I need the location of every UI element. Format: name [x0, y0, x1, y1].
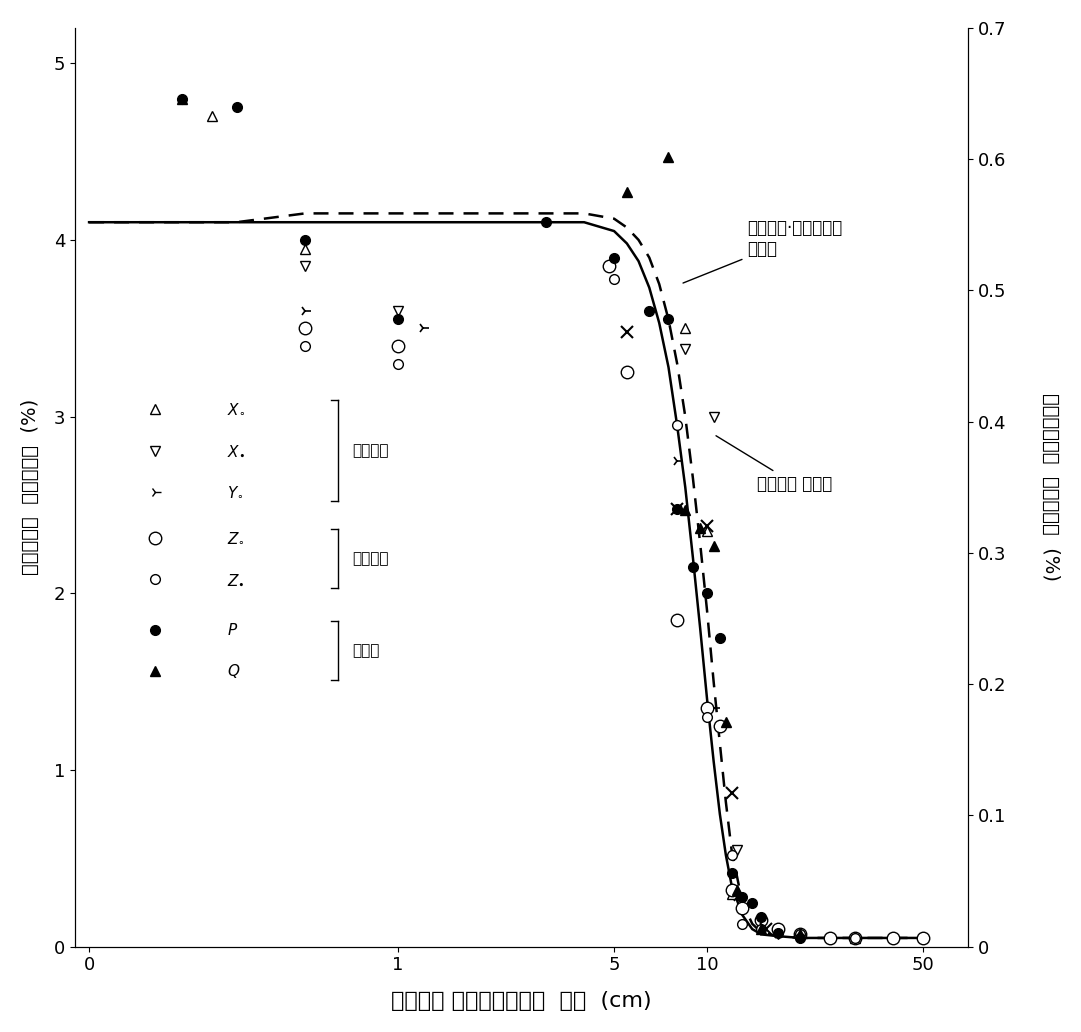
Y-axis label: 콘크리트량의  염소이온량  (%): 콘크리트량의 염소이온량 (%)	[1041, 393, 1060, 581]
Text: $Q$: $Q$	[227, 663, 240, 680]
Text: 수평방향: 수평방향	[351, 443, 388, 458]
Text: $X_{\bullet}$: $X_{\bullet}$	[227, 443, 244, 458]
Text: $Z_{\bullet}$: $Z_{\bullet}$	[227, 572, 244, 587]
Text: 수직방향: 수직방향	[351, 551, 388, 566]
Text: $Y_{\circ}$: $Y_{\circ}$	[227, 484, 243, 499]
Y-axis label: 시멘트량의  염소이온량  (%): 시멘트량의 염소이온량 (%)	[21, 399, 40, 576]
Text: 사방향의 평균값: 사방향의 평균값	[716, 436, 832, 492]
Text: $X_{\circ}$: $X_{\circ}$	[227, 401, 245, 417]
Text: 사방향: 사방향	[351, 643, 379, 658]
Text: $Z_{\circ}$: $Z_{\circ}$	[227, 530, 244, 545]
Text: $P$: $P$	[227, 621, 238, 638]
Text: 수평방향·수직방향의
평균값: 수평방향·수직방향의 평균값	[683, 219, 842, 283]
X-axis label: 콘크리트 표면에서부터의  깊이  (cm): 콘크리트 표면에서부터의 깊이 (cm)	[391, 991, 652, 1011]
